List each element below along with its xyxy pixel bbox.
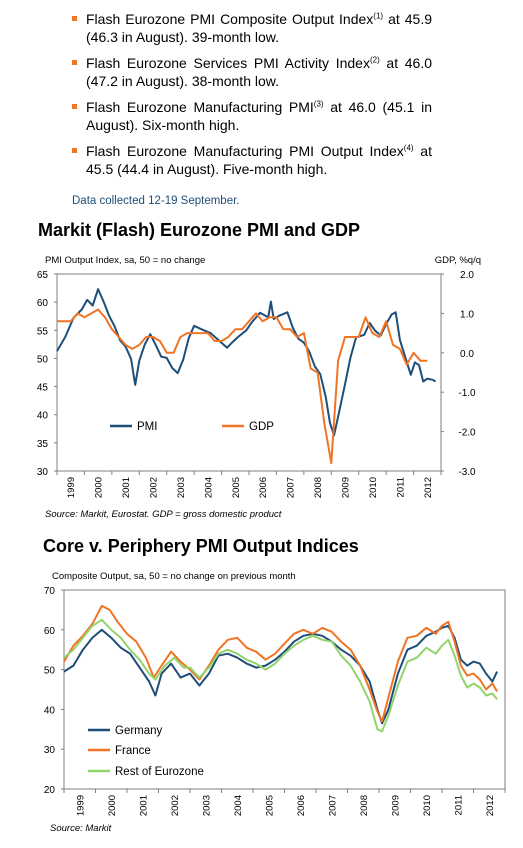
- legend-label: PMI: [137, 421, 157, 433]
- y2-tick-label: -1.0: [458, 388, 476, 399]
- y-tick-label: 30: [37, 467, 49, 478]
- x-tick-label: 2011: [395, 477, 406, 497]
- chart2-title: Core v. Periphery PMI Output Indices: [43, 536, 359, 556]
- y-tick-label: 55: [37, 326, 49, 337]
- bullet-composite: Flash Eurozone PMI Composite Output Inde…: [72, 10, 432, 46]
- x-tick-label: 2004: [233, 795, 244, 816]
- data-collected-note: Data collected 12-19 September.: [72, 195, 240, 207]
- x-tick-label: 2005: [231, 477, 242, 498]
- y-tick-label: 50: [37, 354, 49, 365]
- source-note: Source: Markit: [50, 823, 112, 834]
- chart1-title: Markit (Flash) Eurozone PMI and GDP: [38, 220, 361, 240]
- x-tick-label: 2006: [296, 795, 307, 816]
- legend-label: Rest of Eurozone: [115, 766, 204, 778]
- y2-tick-label: -2.0: [458, 428, 476, 439]
- x-tick-label: 2011: [453, 795, 464, 815]
- chart2-svg: Composite Output, sa, 50 = no change on …: [44, 571, 506, 834]
- x-tick-label: 2006: [258, 477, 269, 498]
- x-tick-label: 2010: [368, 477, 379, 498]
- bullet-square-icon: [72, 104, 77, 109]
- bullet-square-icon: [72, 148, 77, 153]
- x-tick-label: 2004: [203, 477, 214, 498]
- x-tick-label: 1999: [66, 477, 77, 498]
- legend-label: GDP: [249, 421, 274, 433]
- x-tick-label: 2002: [149, 477, 160, 498]
- y-tick-label: 40: [37, 411, 49, 422]
- plot-frame: [56, 273, 442, 472]
- x-tick-label: 1999: [75, 795, 86, 816]
- legend-label: France: [115, 745, 151, 757]
- x-tick-label: 2012: [423, 477, 434, 498]
- y-tick-label: 40: [44, 705, 56, 716]
- x-tick-label: 2000: [94, 477, 105, 498]
- legend-label: Germany: [115, 725, 163, 737]
- y2-tick-label: 2.0: [460, 270, 474, 281]
- x-tick-label: 2003: [176, 477, 187, 498]
- x-tick-label: 2005: [264, 795, 275, 816]
- bullet-manufacturing-output: Flash Eurozone Manufacturing PMI Output …: [72, 142, 432, 178]
- series-line-france: [63, 604, 498, 723]
- x-tick-label: 2000: [107, 795, 118, 816]
- left-axis-label: PMI Output Index, sa, 50 = no change: [45, 255, 205, 266]
- source-note: Source: Markit, Eurostat. GDP = gross do…: [45, 509, 282, 520]
- y-tick-label: 45: [37, 383, 49, 394]
- right-axis-label: GDP, %q/q: [435, 255, 481, 266]
- bullet-services: Flash Eurozone Services PMI Activity Ind…: [72, 54, 432, 90]
- y-tick-label: 50: [44, 666, 56, 677]
- bullet-square-icon: [72, 16, 77, 21]
- x-tick-label: 2002: [170, 795, 181, 816]
- y-tick-label: 35: [37, 439, 49, 450]
- x-tick-label: 2001: [121, 477, 132, 498]
- series-line-rest-of-eurozone: [63, 618, 498, 733]
- x-tick-label: 2007: [286, 477, 297, 498]
- y-tick-label: 70: [44, 586, 56, 597]
- y-tick-label: 20: [44, 785, 56, 796]
- chart2-container: Composite Output, sa, 50 = no change on …: [0, 558, 523, 848]
- chart1-svg: PMI Output Index, sa, 50 = no change GDP,…: [37, 255, 481, 520]
- bullet-square-icon: [72, 60, 77, 65]
- y2-tick-label: 1.0: [460, 309, 474, 320]
- x-tick-label: 2008: [313, 477, 324, 498]
- y2-tick-label: 0.0: [460, 349, 474, 360]
- y-tick-label: 60: [44, 626, 56, 637]
- x-tick-label: 2001: [138, 795, 149, 816]
- series-line-pmi: [56, 288, 437, 437]
- y-tick-label: 30: [44, 745, 56, 756]
- series-line-gdp: [57, 308, 428, 465]
- x-tick-label: 2009: [390, 795, 401, 816]
- y2-tick-label: -3.0: [458, 467, 476, 478]
- bullet-manufacturing: Flash Eurozone Manufacturing PMI(3) at 4…: [72, 98, 432, 134]
- series-line-germany: [63, 624, 499, 725]
- x-tick-label: 2003: [201, 795, 212, 816]
- headline-bullets: Flash Eurozone PMI Composite Output Inde…: [72, 10, 432, 186]
- left-axis-label: Composite Output, sa, 50 = no change on …: [52, 571, 296, 582]
- x-tick-label: 2010: [422, 795, 433, 816]
- x-tick-label: 2012: [485, 795, 496, 816]
- y-tick-label: 60: [37, 298, 49, 309]
- x-tick-label: 2009: [341, 477, 352, 498]
- y-tick-label: 65: [37, 270, 49, 281]
- x-tick-label: 2007: [327, 795, 338, 816]
- x-tick-label: 2008: [359, 795, 370, 816]
- chart1-container: PMI Output Index, sa, 50 = no change GDP,…: [0, 240, 523, 535]
- plot-frame: [63, 589, 506, 790]
